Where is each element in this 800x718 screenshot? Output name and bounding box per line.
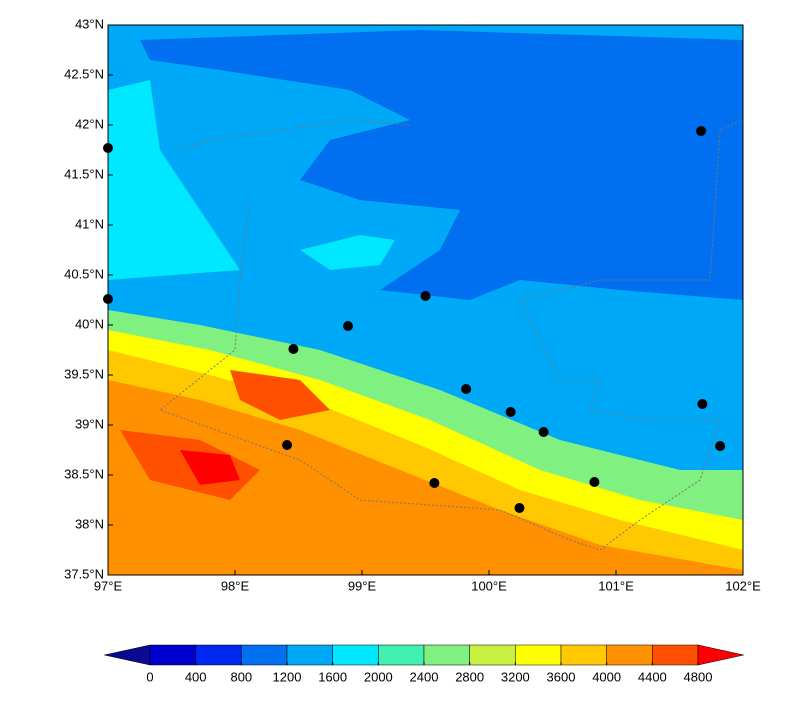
colorbar-tick-label: 2400 bbox=[410, 669, 439, 684]
colorbar-tick-label: 4000 bbox=[592, 669, 621, 684]
y-tick-label: 39°N bbox=[75, 416, 104, 431]
station bbox=[420, 291, 431, 301]
station bbox=[505, 407, 516, 417]
colorbar-segment bbox=[469, 644, 516, 666]
colorbar-arrow-low bbox=[104, 644, 151, 666]
station bbox=[429, 478, 440, 488]
colorbar-tick-label: 0 bbox=[146, 669, 153, 684]
colorbar-tick-label: 800 bbox=[230, 669, 252, 684]
y-tick-label: 43°N bbox=[75, 16, 104, 31]
station bbox=[715, 441, 726, 451]
colorbar-arrow-high bbox=[697, 644, 744, 666]
x-tick-label: 102°E bbox=[725, 578, 761, 593]
colorbar-segment bbox=[652, 644, 699, 666]
y-tick-label: 42°N bbox=[75, 116, 104, 131]
x-tick-label: 97°E bbox=[94, 578, 123, 593]
colorbar-segment bbox=[332, 644, 379, 666]
station bbox=[103, 143, 113, 153]
station bbox=[461, 384, 472, 394]
colorbar-tick-label: 1600 bbox=[318, 669, 347, 684]
y-tick-label: 41°N bbox=[75, 216, 104, 231]
colorbar-tick-label: 3600 bbox=[547, 669, 576, 684]
x-tick-label: 99°E bbox=[348, 578, 377, 593]
station bbox=[589, 477, 600, 487]
colorbar-tick-label: 1200 bbox=[273, 669, 302, 684]
colorbar-segment bbox=[241, 644, 288, 666]
station bbox=[696, 126, 707, 136]
y-tick-label: 38°N bbox=[75, 516, 104, 531]
colorbar-segment bbox=[286, 644, 333, 666]
y-tick-label: 42.5°N bbox=[64, 66, 104, 81]
colorbar-tick-label: 400 bbox=[185, 669, 207, 684]
station bbox=[697, 399, 708, 409]
elevation-field bbox=[108, 25, 743, 575]
colorbar-tick-label: 2800 bbox=[455, 669, 484, 684]
colorbar-tick-label: 4400 bbox=[638, 669, 667, 684]
y-tick-label: 38.5°N bbox=[64, 466, 104, 481]
station bbox=[538, 427, 549, 437]
station bbox=[343, 321, 354, 331]
station bbox=[514, 503, 525, 513]
colorbar-segment bbox=[606, 644, 653, 666]
colorbar-tick-label: 4800 bbox=[684, 669, 713, 684]
y-tick-label: 41.5°N bbox=[64, 166, 104, 181]
station bbox=[288, 344, 299, 354]
colorbar-tick-label: 2000 bbox=[364, 669, 393, 684]
colorbar-segment bbox=[560, 644, 607, 666]
y-tick-label: 39.5°N bbox=[64, 366, 104, 381]
colorbar-segment bbox=[149, 644, 196, 666]
colorbar-segment bbox=[515, 644, 562, 666]
y-tick-label: 40°N bbox=[75, 316, 104, 331]
colorbar-segment bbox=[195, 644, 242, 666]
x-tick-label: 101°E bbox=[598, 578, 634, 593]
y-tick-label: 40.5°N bbox=[64, 266, 104, 281]
x-tick-label: 100°E bbox=[471, 578, 507, 593]
y-tick-label: 37.5°N bbox=[64, 566, 104, 581]
colorbar-segment bbox=[378, 644, 425, 666]
station bbox=[282, 440, 293, 450]
colorbar-segment bbox=[423, 644, 470, 666]
colorbar-tick-label: 3200 bbox=[501, 669, 530, 684]
station bbox=[103, 294, 113, 304]
x-tick-label: 98°E bbox=[221, 578, 250, 593]
